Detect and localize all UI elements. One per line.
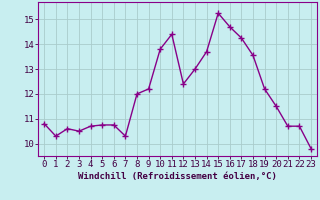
X-axis label: Windchill (Refroidissement éolien,°C): Windchill (Refroidissement éolien,°C): [78, 172, 277, 181]
